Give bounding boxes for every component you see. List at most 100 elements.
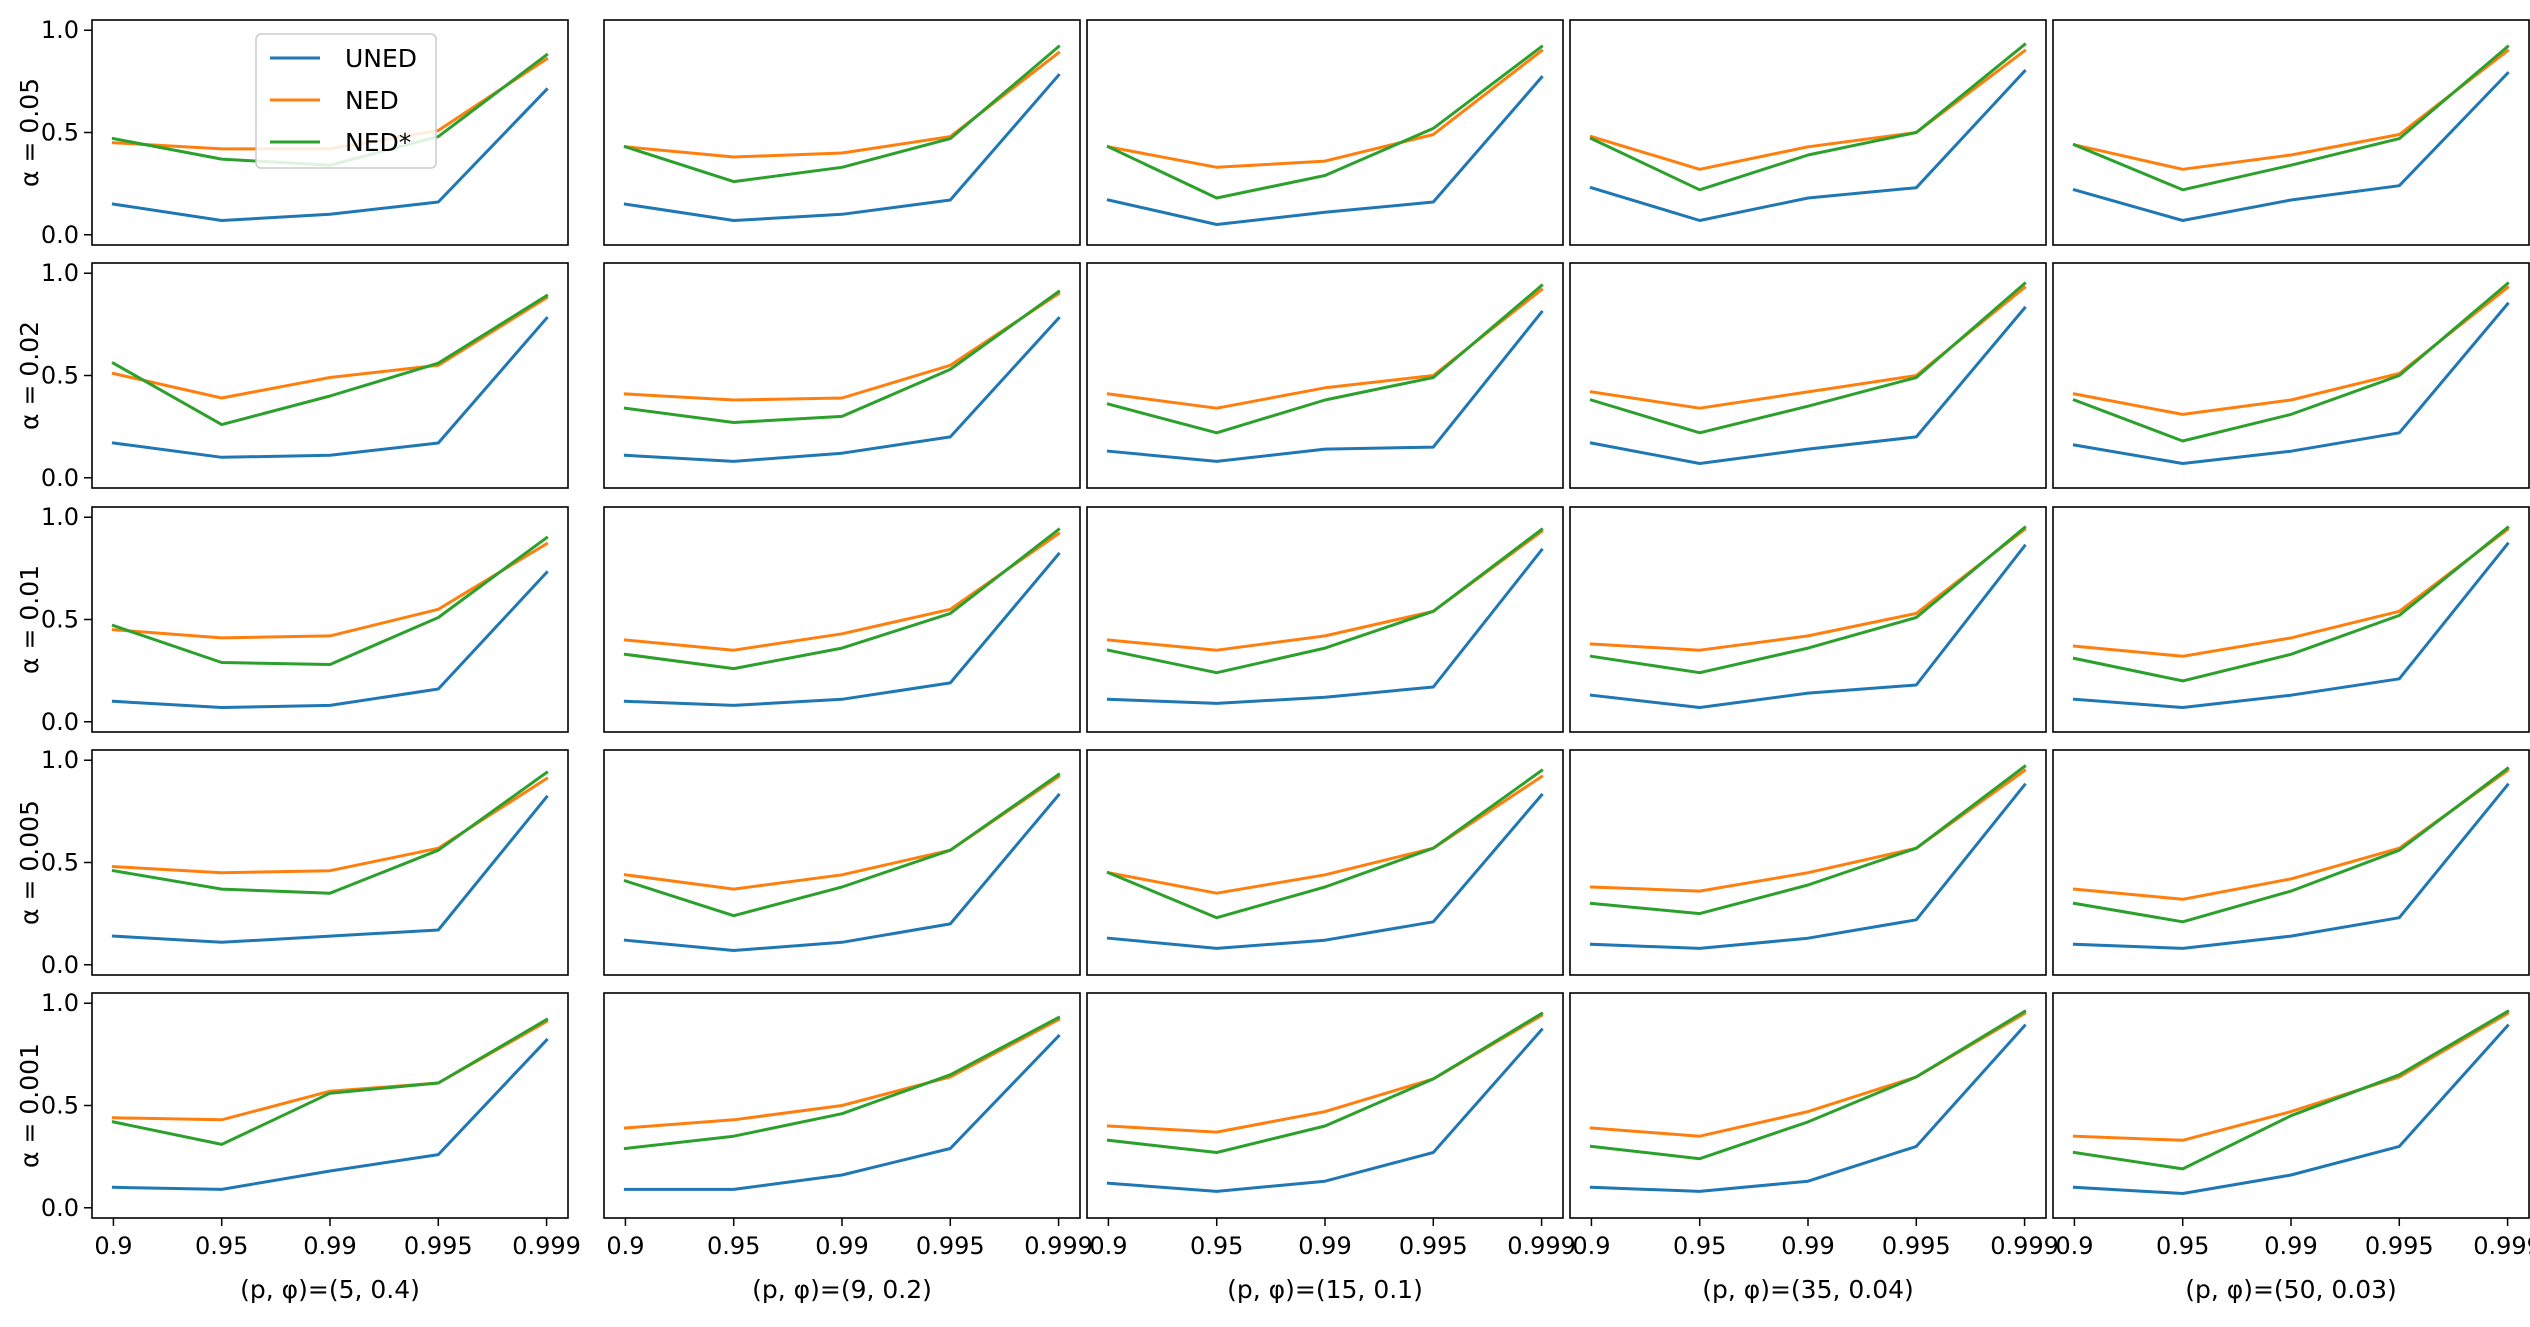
y-tick-label: 1.0 (41, 989, 79, 1017)
panel-frame (2052, 19, 2530, 246)
series-line-ned (2072, 1011, 2510, 1142)
panel-frame (603, 749, 1081, 976)
series-line-uned (2072, 1023, 2510, 1195)
series-line-ned-star (111, 770, 549, 895)
series-line-uned (623, 792, 1061, 952)
panel-frame (91, 506, 569, 733)
y-tick-label: 0.5 (41, 1092, 79, 1120)
panel-frame (1086, 262, 1564, 489)
y-tick-label: 0.0 (41, 221, 79, 249)
y-tick-label: 0.5 (41, 849, 79, 877)
series-line-ned (2072, 768, 2510, 901)
series-line-uned (111, 570, 549, 709)
panel-frame (91, 992, 569, 1219)
y-tick-label: 0.0 (41, 708, 79, 736)
panel-r4-c2 (603, 749, 1081, 976)
series-line-uned (2072, 782, 2510, 950)
x-tick-label: 0.9 (94, 1232, 132, 1260)
column-label: (p, φ)=(35, 0.04) (1702, 1275, 1914, 1304)
panel-r3-c4 (1569, 506, 2047, 733)
panel-r5-c5: 0.9 0.95 0.99 0.995 0.999 (p, φ)=(50, 0.03) (2052, 992, 2530, 1304)
row-label: α = 0.001 (15, 1043, 44, 1168)
series-line-ned (111, 295, 549, 400)
y-tick-label: 1.0 (41, 746, 79, 774)
column-label: (p, φ)=(5, 0.4) (240, 1275, 420, 1304)
panel-r1-c3 (1086, 19, 1564, 246)
series-line-ned (1106, 287, 1544, 410)
legend-box (255, 33, 437, 169)
series-line-ned-star (1106, 283, 1544, 435)
x-tick-label: 0.995 (2365, 1232, 2434, 1260)
panel-frame (91, 749, 569, 976)
panel-frame (1569, 506, 2047, 733)
series-line-ned-star (1106, 527, 1544, 675)
column-label: (p, φ)=(9, 0.2) (752, 1275, 932, 1304)
series-line-ned (111, 541, 549, 640)
series-line-ned (1106, 48, 1544, 169)
x-tick-label: 0.95 (707, 1232, 760, 1260)
panel-r4-c1: 0.0 0.5 1.0 α = 0.005 (15, 746, 569, 979)
series-line-ned-star (1106, 768, 1544, 920)
series-line-uned (2072, 301, 2510, 465)
panel-r1-c1: 0.0 0.5 1.0 α = 0.05 (15, 16, 569, 249)
series-line-ned-star (1589, 1009, 2027, 1161)
x-tick-label: 0.995 (916, 1232, 985, 1260)
column-label: (p, φ)=(50, 0.03) (2185, 1275, 2397, 1304)
series-line-ned (1589, 527, 2027, 652)
series-line-ned-star (623, 44, 1061, 184)
panel-frame (603, 506, 1081, 733)
series-line-uned (1589, 1023, 2027, 1193)
series-line-ned (2072, 527, 2510, 658)
x-tick-label: 0.95 (1190, 1232, 1243, 1260)
series-line-uned (111, 1037, 549, 1191)
series-line-ned-star (2072, 1009, 2510, 1171)
panel-frame (2052, 992, 2530, 1219)
x-tick-label: 0.9 (606, 1232, 644, 1260)
series-line-uned (623, 316, 1061, 463)
x-tick-label: 0.999 (1990, 1232, 2059, 1260)
row-label: α = 0.02 (15, 321, 44, 430)
series-line-ned (623, 1017, 1061, 1130)
legend-label: UNED (345, 44, 417, 73)
x-tick-label: 0.999 (1024, 1232, 1093, 1260)
panel-r2-c3 (1086, 262, 1564, 489)
series-line-ned-star (1106, 44, 1544, 200)
x-tick-label: 0.99 (815, 1232, 868, 1260)
panel-frame (1086, 749, 1564, 976)
panel-r3-c5 (2052, 506, 2530, 733)
series-line-ned (623, 50, 1061, 159)
series-line-uned (1106, 75, 1544, 226)
series-line-uned (623, 551, 1061, 707)
series-line-ned (2072, 285, 2510, 416)
panel-frame (1086, 19, 1564, 246)
panel-r4-c3 (1086, 749, 1564, 976)
panel-frame (1569, 749, 2047, 976)
series-line-ned (1589, 285, 2027, 410)
row-label: α = 0.005 (15, 800, 44, 925)
series-line-uned (1589, 543, 2027, 709)
y-tick-label: 0.0 (41, 464, 79, 492)
series-line-uned (1589, 68, 2027, 222)
panel-r5-c4: 0.9 0.95 0.99 0.995 0.999 (p, φ)=(35, 0.04) (1569, 992, 2059, 1304)
y-tick-label: 1.0 (41, 503, 79, 531)
series-line-ned (1589, 768, 2027, 893)
legend: UNED NED NED* (255, 33, 437, 169)
panel-r3-c3 (1086, 506, 1564, 733)
row-label: α = 0.01 (15, 565, 44, 674)
panel-r3-c2 (603, 506, 1081, 733)
series-line-ned-star (111, 1017, 549, 1146)
panel-frame (1569, 19, 2047, 246)
series-line-ned-star (2072, 281, 2510, 443)
series-line-ned (111, 1019, 549, 1122)
x-tick-label: 0.99 (1781, 1232, 1834, 1260)
x-tick-label: 0.999 (1507, 1232, 1576, 1260)
x-tick-label: 0.999 (2473, 1232, 2530, 1260)
x-tick-label: 0.95 (1673, 1232, 1726, 1260)
series-line-uned (623, 1033, 1061, 1191)
series-line-ned-star (623, 772, 1061, 918)
x-tick-label: 0.99 (2264, 1232, 2317, 1260)
panel-r3-c1: 0.0 0.5 1.0 α = 0.01 (15, 503, 569, 736)
panel-frame (1569, 262, 2047, 489)
series-line-ned (1589, 1011, 2027, 1138)
